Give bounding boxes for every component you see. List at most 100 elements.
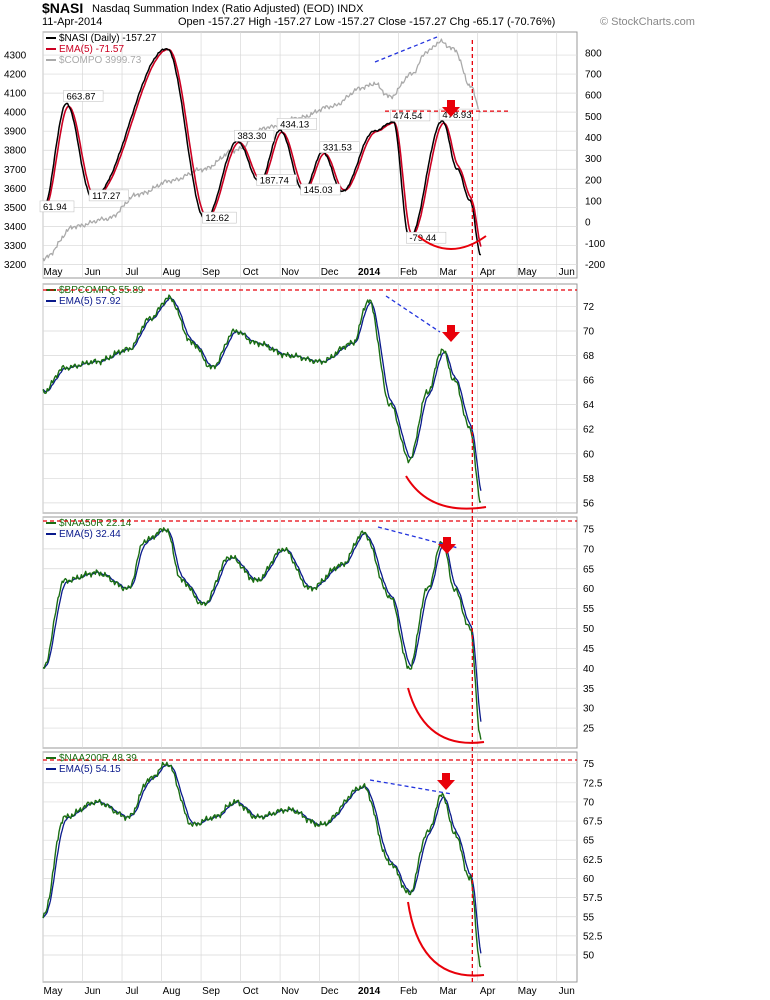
peak-label: 117.27 [92, 191, 120, 202]
y-tick-label: 3600 [4, 184, 27, 195]
x-month-label: May [44, 986, 63, 997]
y-tick-label: 4100 [4, 89, 27, 100]
peak-label-box [39, 200, 75, 213]
x-month-label: Apr [480, 267, 496, 278]
down-arrow-icon [442, 100, 460, 117]
y-tick-label: 64 [583, 400, 595, 411]
y2-tick-label: -100 [585, 239, 605, 250]
y-tick-label: 70 [583, 326, 595, 337]
x-month-label: May [518, 267, 537, 278]
x-month-label: May [518, 986, 537, 997]
nasi-line [42, 47, 482, 256]
y-tick-label: 65 [583, 564, 595, 575]
y-tick-label: 35 [583, 684, 595, 695]
breadth-line [42, 294, 482, 503]
peak-label: 474.54 [393, 111, 422, 122]
peak-label-box [276, 118, 317, 130]
y-tick-label: 57.5 [583, 893, 603, 904]
trendline-annotation [374, 36, 438, 63]
y2-tick-label: 800 [585, 48, 602, 59]
legend-entry: EMA(5) 57.92 [59, 296, 121, 307]
x-month-label: Jun [559, 267, 575, 278]
y2-tick-label: -200 [585, 260, 605, 271]
down-arrow-icon [437, 773, 455, 790]
y-tick-label: 60 [583, 584, 595, 595]
y-tick-label: 3700 [4, 165, 27, 176]
breadth-line [42, 527, 482, 740]
x-month-label: Oct [243, 267, 259, 278]
y2-tick-label: 500 [585, 112, 602, 123]
arc-annotation [417, 235, 487, 250]
peak-label-box [439, 108, 480, 121]
x-month-label: Jun [84, 986, 100, 997]
chart-date: 11-Apr-2014 [42, 16, 103, 28]
peak-label: 434.13 [280, 119, 309, 130]
y-tick-label: 25 [583, 724, 595, 735]
y-tick-label: 56 [583, 498, 595, 509]
y-tick-label: 60 [583, 449, 595, 460]
y-tick-label: 70 [583, 797, 595, 808]
panel-frame-4 [42, 751, 578, 983]
x-month-label: Nov [281, 986, 299, 997]
x-month-label: Jun [559, 986, 575, 997]
y-tick-label: 72 [583, 302, 595, 313]
y2-tick-label: 100 [585, 197, 602, 208]
trendline-annotation [385, 295, 441, 333]
x-month-label: Jun [84, 267, 100, 278]
y-tick-label: 68 [583, 351, 595, 362]
x-month-label: Sep [202, 986, 220, 997]
compo-line [42, 38, 481, 262]
down-arrow-icon [438, 537, 456, 554]
peak-label-box [256, 174, 297, 186]
arc-annotation [407, 901, 485, 977]
y-tick-label: 55 [583, 604, 595, 615]
y-tick-label: 60 [583, 874, 595, 885]
y-tick-label: 55 [583, 912, 595, 923]
x-month-label: Feb [400, 267, 418, 278]
peak-label-box [319, 141, 360, 153]
y-tick-label: 3400 [4, 222, 27, 233]
ema-line [42, 48, 482, 247]
peak-label-box [300, 183, 341, 196]
x-month-label: Feb [400, 986, 418, 997]
legend-entry: $COMPO 3999.73 [59, 55, 142, 66]
peak-label: 12.62 [205, 213, 229, 224]
legend-entry: $NAA200R 48.39 [59, 753, 137, 764]
y-tick-label: 75 [583, 524, 595, 535]
x-month-label: Mar [440, 267, 458, 278]
x-month-label: 2014 [358, 986, 381, 997]
y-tick-label: 45 [583, 644, 595, 655]
peak-label-box [406, 231, 447, 244]
y-tick-label: 70 [583, 544, 595, 555]
y-tick-label: 50 [583, 951, 595, 962]
x-month-label: Sep [202, 267, 220, 278]
y-tick-label: 3800 [4, 146, 27, 157]
y2-tick-label: 400 [585, 133, 602, 144]
x-month-label: May [44, 267, 63, 278]
y-tick-label: 3900 [4, 127, 27, 138]
y-tick-label: 75 [583, 759, 595, 770]
peak-label: 663.87 [66, 91, 95, 102]
chart-symbol: $NASI [42, 0, 84, 16]
stockcharts-watermark: © StockCharts.com [600, 16, 695, 28]
x-month-label: Dec [321, 986, 339, 997]
y2-tick-label: 300 [585, 154, 602, 165]
peak-label-box [88, 189, 129, 202]
x-month-label: Jul [126, 267, 139, 278]
x-month-label: Dec [321, 267, 339, 278]
y2-tick-label: 600 [585, 91, 602, 102]
peak-label: 383.30 [237, 131, 266, 142]
breadth-line [42, 761, 482, 968]
x-month-label: Nov [281, 267, 299, 278]
y-tick-label: 3200 [4, 260, 27, 271]
panel-frame-3 [42, 516, 578, 749]
chart-description: Nasdaq Summation Index (Ratio Adjusted) … [92, 3, 364, 15]
y-tick-label: 65 [583, 836, 595, 847]
y-tick-label: 58 [583, 474, 595, 485]
y-tick-label: 4000 [4, 108, 27, 119]
legend-entry: EMA(5) -71.57 [59, 44, 124, 55]
legend-entry: $NAA50R 22.14 [59, 518, 132, 529]
y-tick-label: 52.5 [583, 931, 603, 942]
peak-label: 478.93 [442, 110, 471, 121]
